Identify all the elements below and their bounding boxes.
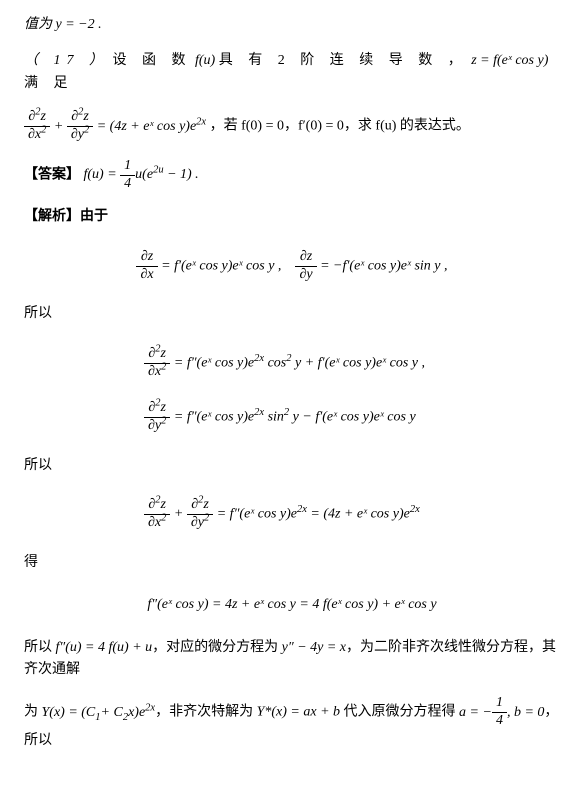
num: 1 [120, 158, 135, 176]
frac-1-4-a: 1 4 [120, 158, 135, 193]
dzdx-rhs: = f′(eˣ cos y)eˣ cos y , [161, 258, 281, 273]
yp-tail-label: 代入原微分方程得 [340, 705, 459, 720]
so-label-1: 所以 [24, 303, 560, 325]
z: z [41, 109, 46, 124]
yh-expr: Y(x) = (C1+ C2x)e2x [42, 705, 156, 720]
reduced-eq: f″(eˣ cos y) = 4z + eˣ cos y = 4 f(eˣ co… [147, 597, 436, 612]
frac-sum-a: ∂2z ∂x2 [144, 497, 170, 532]
ode-line: 所以 f″(u) = 4 f(u) + u，对应的微分方程为 y″ − 4y =… [24, 637, 560, 682]
z2: z [83, 109, 88, 124]
get-label: 得 [24, 552, 560, 574]
b-eq: , b = 0 [507, 705, 544, 720]
frac-dz-dy: ∂z ∂y [295, 249, 316, 284]
yh-mid: + C [101, 705, 123, 720]
pde-rhs: = (4z + eˣ cos y)e [97, 119, 196, 134]
answer-fu: f(u) = [84, 167, 117, 182]
problem-zdef: z = f(eˣ cos y) [471, 53, 548, 68]
d2xx-b: cos [264, 355, 286, 370]
problem-number: （ 17 ） [24, 53, 109, 68]
yp-expr: Y*(x) = ax + b [257, 705, 340, 720]
analysis-label-line: 【解析】由于 [24, 206, 560, 228]
prev-line: 值为 y = −2 . [24, 14, 560, 36]
yh-x: x)e [128, 705, 145, 720]
answer-label: 【答案】 [24, 167, 80, 182]
dy: ∂y [71, 127, 84, 142]
d2yy-a: = f″(eˣ cos y)e [174, 410, 254, 425]
prev-value: 值为 y = −2 . [24, 17, 102, 32]
ode-std: y″ − 4y = x [282, 640, 346, 655]
answer-line: 【答案】 f(u) = 1 4 u(e2u − 1) . [24, 158, 560, 193]
dzdy-rhs: = −f′(eˣ cos y)eˣ sin y , [320, 258, 447, 273]
sum-e2: 2x [410, 504, 420, 515]
pde-conditions: ，若 f(0) = 0，f′(0) = 0，求 f(u) 的表达式。 [210, 119, 470, 134]
d2z-dy2-line: ∂2z ∂y2 = f″(eˣ cos y)e2x sin2 y − f′(eˣ… [144, 400, 560, 435]
a-eq: a = −14, b = 0 [459, 705, 544, 720]
problem-tail: 满 足 [24, 76, 74, 91]
a-num: 1 [492, 695, 507, 713]
frac-d2z-dy2-b: ∂2z ∂y2 [144, 400, 170, 435]
d2yy-b: sin [264, 410, 284, 425]
sum-e1: 2x [297, 504, 307, 515]
problem-func: f(u) [195, 53, 215, 68]
frac-d2z-dx2-b: ∂2z ∂x2 [144, 346, 170, 381]
sum-mid: = (4z + eˣ cos y)e [307, 507, 410, 522]
analysis-label: 【解析】由于 [24, 209, 108, 224]
answer-close: − 1) . [164, 167, 199, 182]
problem-lead: 设 函 数 [113, 53, 192, 68]
d2xx-a: = f″(eˣ cos y)e [174, 355, 254, 370]
first-derivs: ∂z ∂x = f′(eˣ cos y)eˣ cos y , ∂z ∂y = −… [24, 249, 560, 284]
frac-d2z-dy2: ∂2z ∂y2 [67, 109, 93, 144]
exp-2x: 2x [196, 116, 206, 127]
answer-rest: u(e [135, 167, 153, 182]
frac-dz-dx: ∂z ∂x [136, 249, 157, 284]
yh-prefix: 为 [24, 705, 42, 720]
frac-1-4-b: 14 [492, 695, 507, 730]
sum-line: ∂2z ∂x2 + ∂2z ∂y2 = f″(eˣ cos y)e2x = (4… [144, 497, 560, 532]
yh-exp: 2x [145, 702, 155, 713]
problem-line-1: （ 17 ） 设 函 数 f(u) 具 有 2 阶 连 续 导 数 ， z = … [24, 50, 560, 95]
a-eq-lhs: a = − [459, 705, 492, 720]
den: 4 [120, 176, 135, 193]
sq2: 2 [41, 124, 46, 135]
d2yy-exp: 2x [254, 407, 264, 418]
ode-fu: f″(u) = 4 f(u) + u [56, 640, 153, 655]
pde-lhs: ∂2z ∂x2 + ∂2z ∂y2 = (4z + eˣ cos y)e2x [24, 119, 210, 134]
ode-mid: ，对应的微分方程为 [152, 640, 282, 655]
frac-sum-b: ∂2z ∂y2 [187, 497, 213, 532]
d2xx-c: y + f′(eˣ cos y)eˣ cos y , [291, 355, 425, 370]
d2yy-c: y − f′(eˣ cos y)eˣ cos y [289, 410, 416, 425]
homog-line: 为 Y(x) = (C1+ C2x)e2x，非齐次特解为 Y*(x) = ax … [24, 695, 560, 752]
so-label-2: 所以 [24, 455, 560, 477]
problem-line-2: ∂2z ∂x2 + ∂2z ∂y2 = (4z + eˣ cos y)e2x ，… [24, 109, 560, 144]
d2z-dx2-line: ∂2z ∂x2 = f″(eˣ cos y)e2x cos2 y + f′(eˣ… [144, 346, 560, 381]
problem-mid: 具 有 2 阶 连 续 导 数 ， [219, 53, 468, 68]
hence-1: 所以 [24, 640, 56, 655]
sum-eq-a: = f″(eˣ cos y)e [217, 507, 297, 522]
reduced-line: f″(eˣ cos y) = 4z + eˣ cos y = 4 f(eˣ co… [24, 594, 560, 616]
answer-expr: f(u) = 1 4 u(e2u − 1) . [84, 167, 199, 182]
answer-exp: 2u [153, 165, 164, 176]
yh-a: Y(x) = (C [42, 705, 96, 720]
frac-d2z-dx2: ∂2z ∂x2 [24, 109, 50, 144]
a-den: 4 [492, 713, 507, 730]
yp-mid-label: ，非齐次特解为 [155, 705, 257, 720]
dx: ∂x [28, 127, 41, 142]
d2xx-exp: 2x [254, 353, 264, 364]
sq4: 2 [84, 124, 89, 135]
